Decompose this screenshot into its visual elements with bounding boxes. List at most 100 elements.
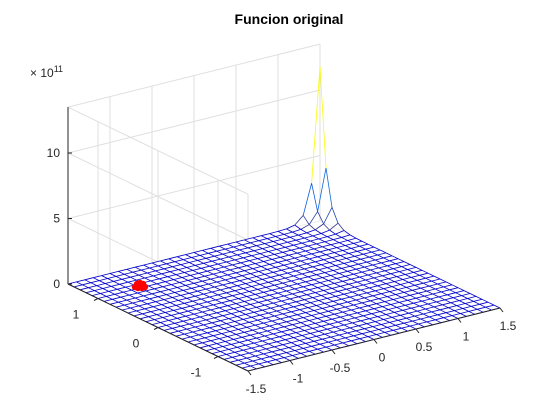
mesh-line — [287, 303, 294, 308]
mesh-line — [329, 321, 339, 325]
mesh-line — [304, 299, 311, 303]
mesh-line — [366, 290, 376, 294]
mesh-line — [246, 355, 256, 359]
mesh-line — [451, 315, 459, 319]
mesh-line — [323, 259, 330, 263]
mesh-line — [323, 207, 333, 225]
mesh-line — [207, 301, 214, 306]
mesh-line — [208, 312, 217, 316]
mesh-line — [90, 280, 100, 284]
mesh-line — [209, 263, 219, 267]
mesh-line — [235, 334, 243, 338]
mesh-line — [325, 315, 333, 320]
mesh-line — [252, 268, 259, 272]
mesh-line — [178, 297, 187, 301]
mesh-line — [345, 245, 352, 249]
mesh-line — [93, 275, 102, 279]
mesh-line — [292, 228, 301, 233]
mesh-line — [273, 241, 280, 245]
mesh-line — [308, 211, 318, 225]
mesh-line — [181, 277, 189, 281]
mesh-line — [403, 289, 413, 293]
x-tick-mark — [415, 328, 420, 334]
mesh-line — [281, 331, 288, 336]
mesh-line — [316, 272, 325, 276]
mesh-line — [159, 307, 168, 310]
mesh-line — [340, 314, 349, 318]
mesh-line — [268, 279, 277, 283]
mesh-line — [293, 304, 303, 308]
mesh-line — [307, 245, 315, 250]
mesh-line — [277, 228, 287, 232]
mesh-line — [384, 329, 394, 333]
mesh-line — [294, 348, 304, 351]
mesh-line — [300, 289, 310, 293]
mesh-line — [186, 326, 196, 330]
mesh-line — [276, 310, 283, 315]
mesh-line — [96, 283, 106, 286]
mesh-line — [241, 304, 251, 307]
y-tick-mark — [93, 298, 99, 301]
mesh-line — [319, 66, 327, 169]
mesh-line — [217, 323, 227, 327]
mesh-line — [279, 244, 286, 248]
mesh-line — [162, 317, 169, 321]
mesh-line — [375, 259, 382, 264]
mesh-line — [375, 288, 384, 292]
mesh-line — [238, 359, 245, 364]
mesh-line — [382, 304, 391, 307]
mesh-line — [390, 273, 397, 277]
mesh-line — [196, 275, 205, 279]
mesh-line — [314, 223, 324, 231]
mesh-line — [154, 319, 161, 323]
mesh-line — [101, 275, 108, 279]
mesh-line — [253, 279, 263, 282]
mesh-line — [367, 272, 377, 276]
mesh-line — [215, 266, 225, 270]
mesh-line — [229, 267, 239, 271]
mesh-line — [256, 335, 265, 339]
mesh-line — [202, 280, 209, 285]
mesh-line — [463, 290, 471, 294]
mesh-line — [232, 354, 241, 358]
mesh-line — [321, 264, 328, 268]
mesh-line — [228, 287, 235, 292]
mesh-line — [479, 301, 489, 305]
mesh-line — [330, 244, 337, 248]
mesh-line — [223, 264, 233, 268]
mesh-line — [359, 243, 369, 247]
mesh-line — [239, 249, 246, 254]
mesh-line — [191, 255, 201, 258]
mesh-line — [223, 297, 231, 302]
mesh-line — [271, 259, 279, 263]
mesh-line — [413, 300, 423, 304]
mesh-line — [298, 327, 305, 331]
mesh-line — [355, 330, 363, 335]
mesh-line — [325, 252, 335, 256]
mesh-line — [295, 330, 305, 333]
mesh-line — [159, 278, 166, 283]
mesh-line — [142, 311, 151, 315]
mesh-line — [277, 231, 285, 235]
x-tick-label: -1.5 — [246, 382, 267, 396]
mesh-line — [247, 278, 255, 282]
mesh-line — [369, 318, 376, 322]
mesh-line — [387, 265, 394, 270]
mesh-line — [437, 281, 447, 285]
mesh-line — [235, 331, 245, 335]
mesh-line — [258, 332, 265, 337]
mesh-line — [148, 285, 155, 290]
mesh-line — [294, 350, 301, 354]
mesh-line — [317, 287, 324, 291]
mesh-line — [316, 305, 323, 309]
mesh-line — [172, 327, 179, 332]
mesh-line — [130, 305, 139, 309]
mesh-line — [418, 323, 425, 328]
mesh-line — [341, 327, 351, 331]
mesh-line — [281, 239, 288, 243]
mesh-line — [238, 357, 247, 361]
mesh-line — [244, 362, 251, 367]
mesh-line — [257, 348, 267, 352]
mesh-line — [335, 263, 345, 266]
mesh-line — [307, 305, 317, 308]
